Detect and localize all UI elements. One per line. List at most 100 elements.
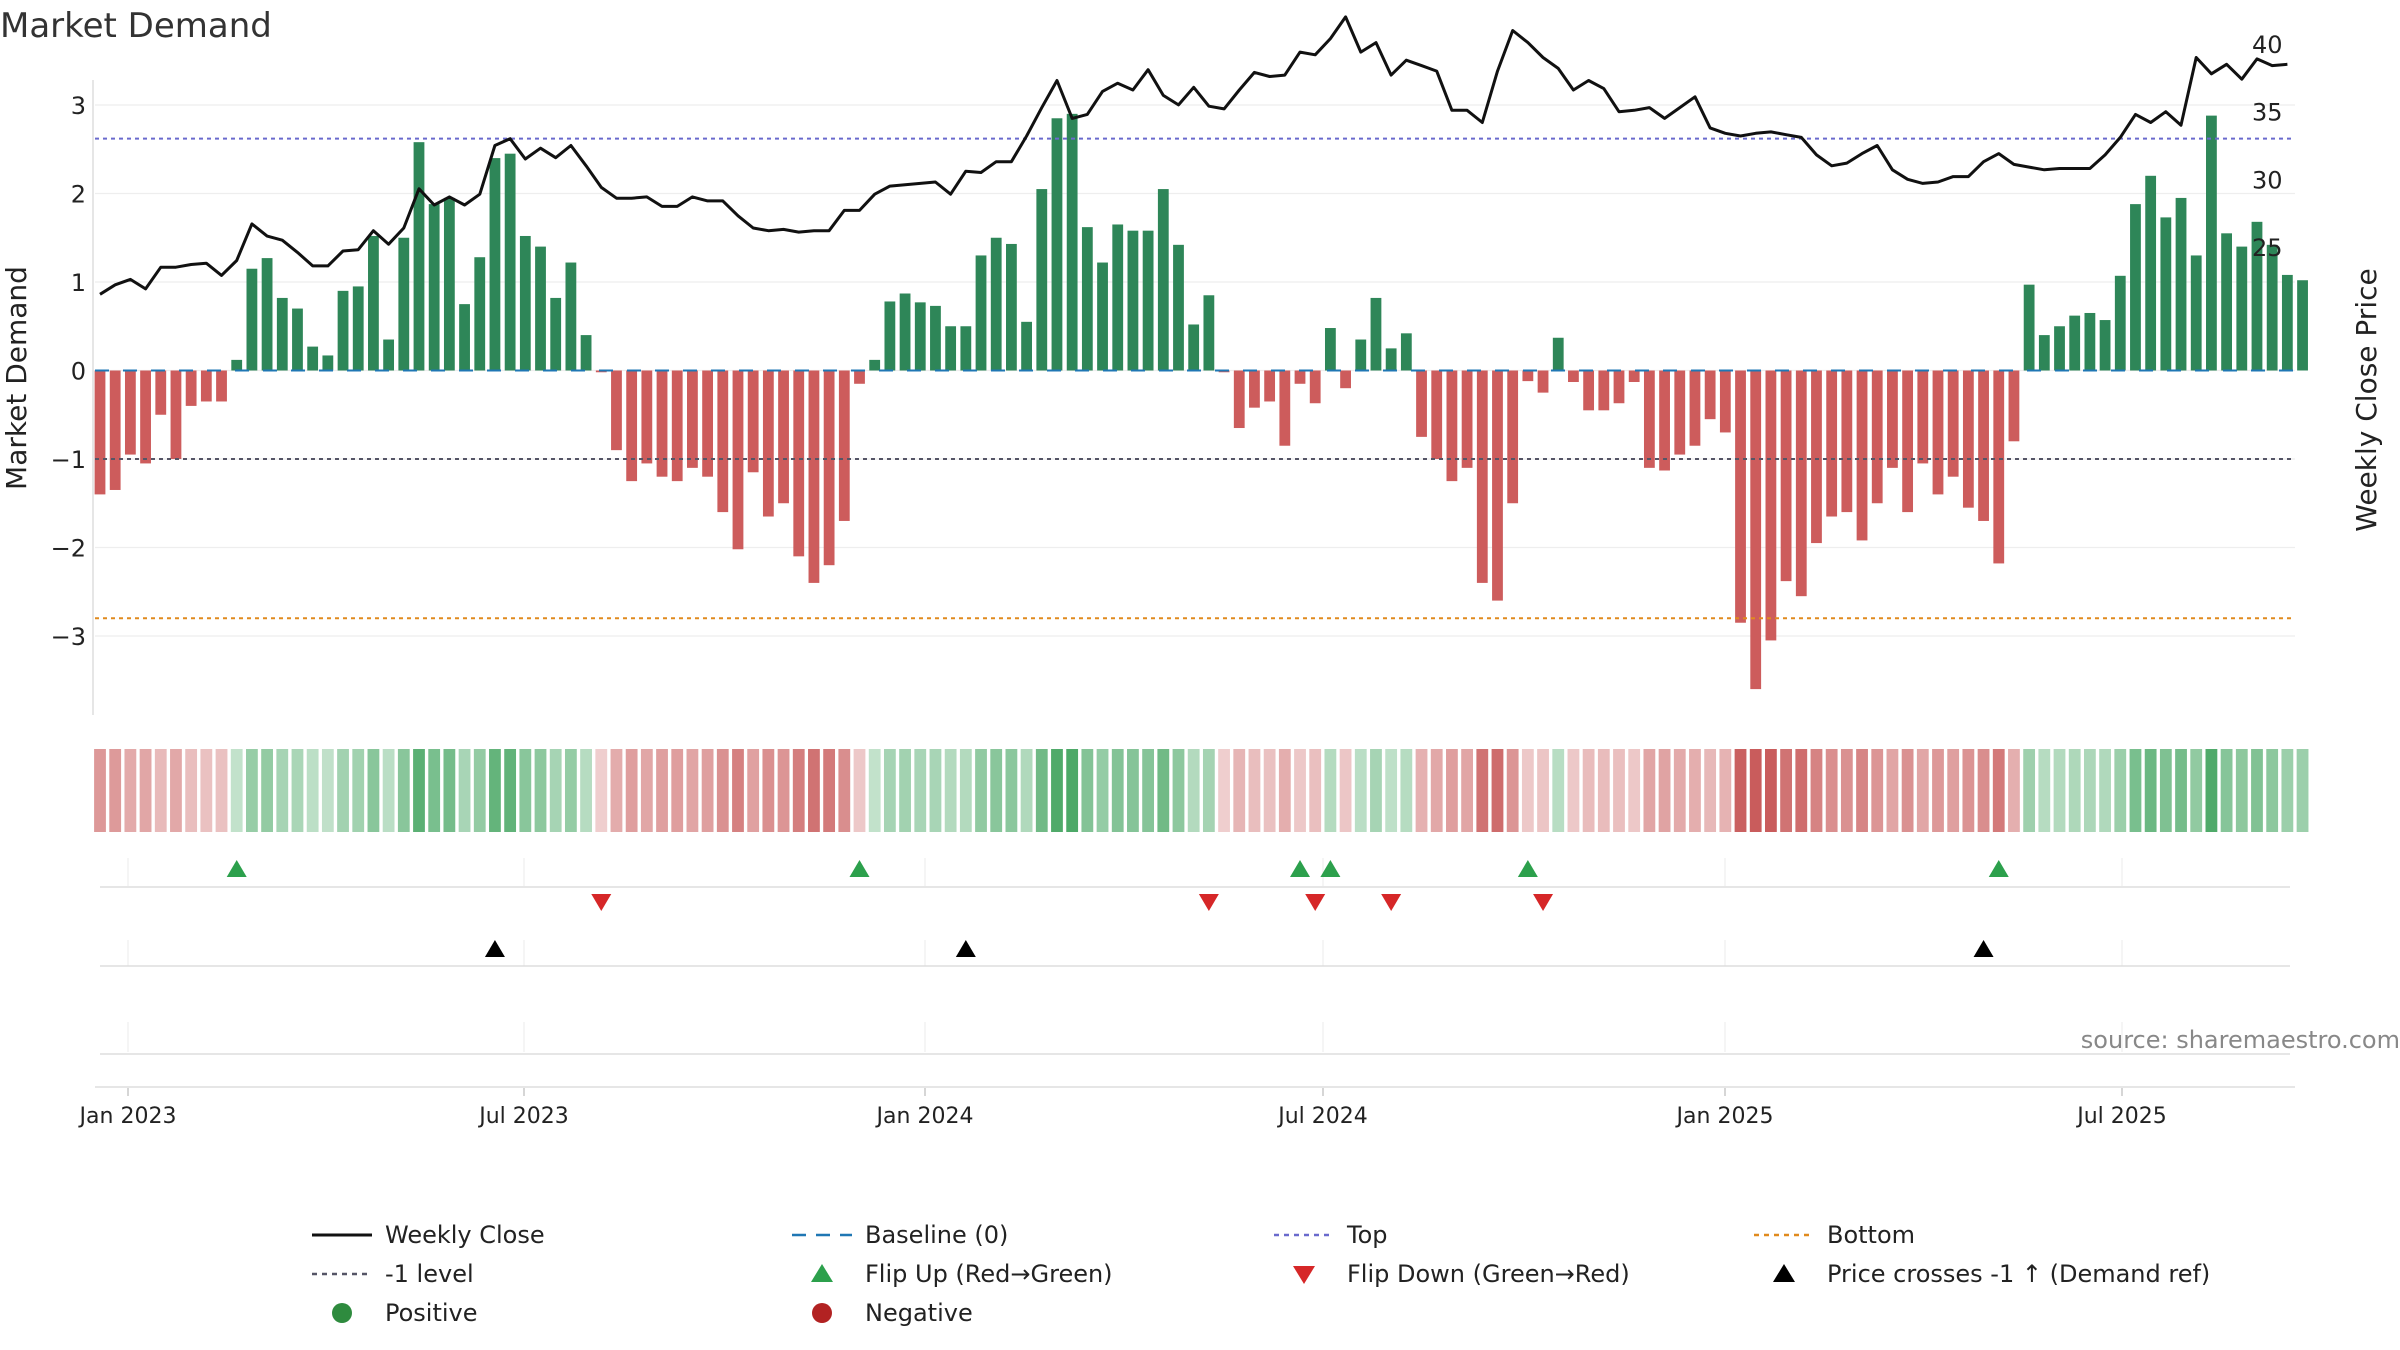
heat-cell: [1370, 749, 1382, 832]
heat-cell: [2296, 749, 2309, 832]
demand-bar: [1735, 370, 1746, 623]
demand-bar: [626, 370, 638, 482]
demand-bar: [1492, 370, 1503, 601]
heat-cell: [625, 749, 638, 832]
heat-cell: [1202, 749, 1215, 832]
heat-cell: [519, 749, 532, 832]
heat-cell: [1111, 749, 1124, 832]
heat-cell: [1673, 749, 1686, 832]
flip-up-marker: [1290, 860, 1311, 877]
demand-bar: [1856, 370, 1868, 541]
demand-bar: [2114, 275, 2126, 371]
y-tick-label: −2: [51, 535, 86, 563]
demand-bar: [1583, 370, 1595, 411]
signal-markers: [226, 860, 2009, 957]
demand-bar: [2023, 284, 2035, 371]
flip-down-marker: [1533, 894, 1554, 911]
heat-cell: [1795, 749, 1808, 832]
demand-bar: [1355, 339, 1367, 371]
demand-bar: [899, 293, 911, 371]
heat-cell: [1628, 749, 1641, 832]
heat-cell: [2220, 749, 2233, 832]
demand-bar: [1461, 370, 1473, 468]
heat-cell: [2129, 749, 2142, 832]
heat-cell: [686, 749, 699, 832]
reference-lines: [95, 137, 2295, 620]
demand-bar: [1370, 297, 1382, 371]
heat-cell: [1218, 749, 1230, 832]
demand-bar: [1780, 370, 1792, 582]
heat-cell: [1734, 749, 1747, 832]
x-tick-label: Jan 2025: [1675, 1104, 1774, 1129]
demand-bar: [1097, 262, 1108, 371]
demand-bar: [854, 370, 865, 384]
flip-up-marker: [849, 860, 870, 877]
demand-bar: [368, 235, 379, 371]
demand-bar: [216, 370, 227, 402]
heat-cell: [1233, 749, 1246, 832]
demand-bar: [276, 297, 288, 371]
demand-bar: [459, 304, 470, 371]
heat-cell: [154, 749, 167, 832]
legend-flip-up-icon: [811, 1264, 833, 1282]
heat-cell: [489, 749, 501, 832]
legend-label: Positive: [385, 1299, 478, 1327]
demand-bar: [1021, 321, 1032, 371]
demand-bar: [1871, 370, 1883, 504]
x-tick-label: Jul 2023: [477, 1104, 569, 1129]
heat-cell: [321, 749, 334, 832]
demand-bar: [778, 370, 789, 504]
demand-bar: [1112, 224, 1124, 371]
demand-bar: [2281, 274, 2293, 371]
demand-bar: [1978, 370, 1989, 521]
demand-bar: [1628, 370, 1640, 383]
heat-cell: [306, 749, 319, 832]
heat-cell: [246, 749, 258, 832]
heat-cell: [929, 749, 942, 832]
heat-cell: [2251, 749, 2263, 832]
heat-cell: [716, 749, 729, 832]
demand-bar: [975, 255, 987, 371]
demand-bar: [611, 370, 622, 451]
heat-cell: [261, 749, 273, 832]
heat-cell: [549, 749, 562, 832]
demand-bar: [1173, 244, 1184, 371]
heat-cell: [200, 749, 213, 832]
price-cross-marker: [1973, 940, 1994, 957]
heat-cell: [1127, 749, 1139, 832]
heat-cell: [914, 749, 927, 832]
flip-down-marker: [1381, 894, 1402, 911]
heat-cell: [1172, 749, 1185, 832]
demand-bar: [1522, 370, 1534, 382]
weekly-close-line: [99, 15, 2288, 296]
demand-bar: [2084, 312, 2096, 371]
heat-cell: [1704, 749, 1717, 832]
heat-cell: [823, 749, 836, 832]
heat-cell: [959, 749, 972, 832]
heat-cell: [1248, 749, 1261, 832]
demand-bar: [413, 142, 425, 371]
heat-cell: [792, 749, 805, 832]
legend-price-cross-icon: [1773, 1264, 1795, 1282]
heat-cell: [1187, 749, 1200, 832]
flip-up-marker: [1320, 860, 1341, 877]
heat-cell: [1051, 749, 1063, 832]
demand-bar: [884, 301, 896, 371]
demand-bar: [398, 237, 410, 371]
heat-cell: [944, 749, 957, 832]
heat-cell: [1415, 749, 1428, 832]
heat-cell: [2175, 749, 2187, 832]
demand-bar: [504, 153, 516, 371]
heat-cell: [656, 749, 668, 832]
demand-bar: [1537, 370, 1549, 393]
heat-cell: [1400, 749, 1413, 832]
y2-axis-title: Weekly Close Price: [2350, 268, 2383, 531]
demand-bar: [185, 370, 197, 406]
heat-cell: [504, 749, 517, 832]
demand-bar: [1309, 370, 1321, 404]
heat-cell: [2023, 749, 2036, 832]
legend-label: Bottom: [1827, 1221, 1915, 1249]
heat-cell: [747, 749, 760, 832]
demand-bar: [1385, 348, 1397, 371]
demand-bar: [124, 370, 136, 455]
